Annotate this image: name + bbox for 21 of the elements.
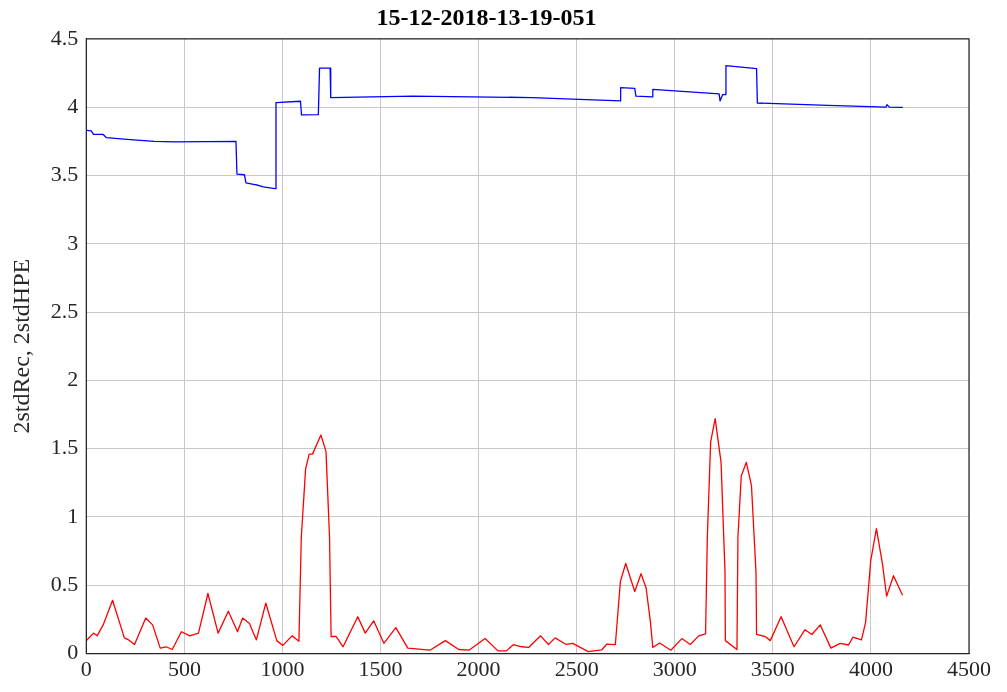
x-tick-label: 3500 [750, 655, 795, 681]
y-tick-label: 2 [67, 366, 79, 392]
y-tick-label: 1.5 [50, 434, 79, 460]
y-tick-label: 4.5 [50, 24, 79, 50]
x-tick-label: 1000 [260, 655, 305, 681]
x-tick-label: 1500 [358, 655, 403, 681]
x-tick-label: 4500 [947, 655, 991, 681]
y-tick-label: 2.5 [50, 297, 79, 323]
y-tick-label: 3.5 [50, 161, 79, 187]
x-tick-label: 3000 [652, 655, 697, 681]
y-axis-title: 2stdRec, 2stdHPE [7, 258, 34, 434]
y-tick-label: 4 [67, 92, 79, 118]
x-tick-label: 500 [167, 655, 201, 681]
y-tick-label: 0.5 [50, 571, 79, 597]
y-tick-label: 1 [67, 502, 79, 528]
x-tick-label: 2500 [554, 655, 599, 681]
chart-title: 15-12-2018-13-19-051 [376, 3, 597, 30]
y-tick-label: 3 [67, 229, 79, 255]
x-tick-label: 2000 [456, 655, 501, 681]
x-tick-label: 4000 [848, 655, 893, 681]
y-tick-label: 0 [67, 639, 79, 665]
